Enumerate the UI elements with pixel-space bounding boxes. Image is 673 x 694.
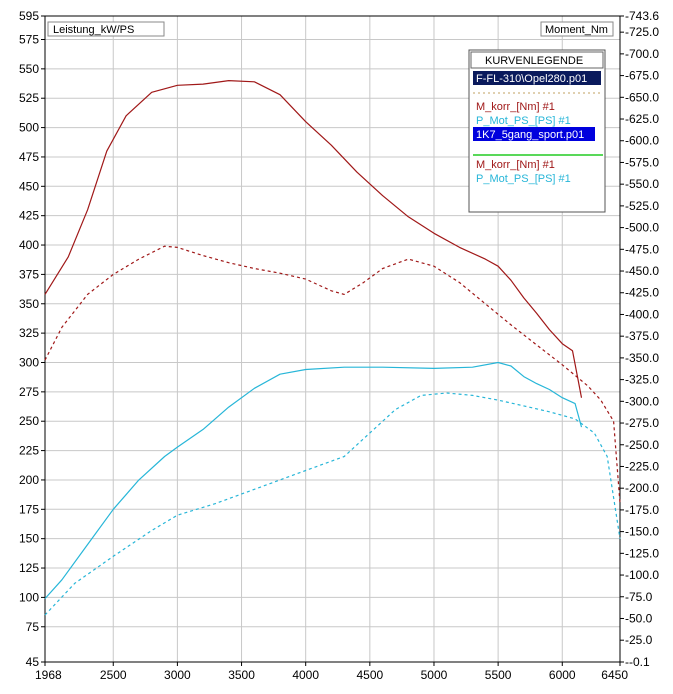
left-axis-label-box: Leistung_kW/PS	[47, 21, 165, 37]
x-tick-label: 3500	[228, 668, 255, 682]
left-tick-label: 425	[19, 209, 39, 223]
series-line-1	[44, 245, 621, 504]
left-tick-label: 595	[19, 9, 39, 23]
right-tick-label: -650.0	[625, 90, 659, 104]
right-tick-label: -625.0	[625, 112, 659, 126]
legend-file1-label: F-FL-310\Opel280.p01	[476, 73, 587, 85]
right-tick-label: -175.0	[625, 503, 659, 517]
right-tick-label: -425.0	[625, 286, 659, 300]
series-layer	[44, 80, 621, 616]
left-tick-label: 250	[19, 414, 39, 428]
right-axis-label: Moment_Nm	[545, 24, 608, 36]
right-tick-label: -475.0	[625, 242, 659, 256]
right-tick-label: -450.0	[625, 264, 659, 278]
x-tick-label: 4000	[292, 668, 319, 682]
left-tick-label: 575	[19, 32, 39, 46]
left-tick-label: 150	[19, 532, 39, 546]
right-tick-label: -325.0	[625, 373, 659, 387]
legend-file1-highlight	[473, 71, 601, 85]
legend-item-2a: M_korr_[Nm] #1	[476, 159, 555, 171]
right-tick-label: -250.0	[625, 438, 659, 452]
legend-item-1a: M_korr_[Nm] #1	[476, 101, 555, 113]
x-tick-label: 5500	[485, 668, 512, 682]
right-tick-label: -200.0	[625, 481, 659, 495]
left-tick-label: 325	[19, 326, 39, 340]
left-tick-label: 475	[19, 150, 39, 164]
left-tick-label: 400	[19, 238, 39, 252]
right-tick-label: -743.6	[625, 9, 659, 23]
right-tick-label: -100.0	[625, 568, 659, 582]
left-axis-label: Leistung_kW/PS	[53, 24, 134, 36]
right-tick-label: -525.0	[625, 199, 659, 213]
left-tick-label: 125	[19, 561, 39, 575]
right-tick-label: -550.0	[625, 177, 659, 191]
x-tick-label: 1968	[35, 668, 62, 682]
legend-file2-label: 1K7_5gang_sport.p01	[476, 129, 584, 141]
right-tick-label: -675.0	[625, 69, 659, 83]
left-tick-label: 375	[19, 267, 39, 281]
right-tick-label: -225.0	[625, 459, 659, 473]
legend-item-2b: P_Mot_PS_[PS] #1	[476, 173, 571, 185]
plot-frame	[44, 15, 621, 663]
right-tick-label: -375.0	[625, 329, 659, 343]
right-tick-label: -75.0	[625, 590, 653, 604]
right-tick-label: -725.0	[625, 25, 659, 39]
right-tick-label: -400.0	[625, 307, 659, 321]
left-tick-label: 175	[19, 502, 39, 516]
x-tick-label: 4500	[356, 668, 383, 682]
x-tick-label: 6000	[549, 668, 576, 682]
right-tick-label: -50.0	[625, 611, 653, 625]
right-axis-label-box: Moment_Nm	[540, 21, 614, 37]
x-tick-label: 2500	[100, 668, 127, 682]
right-tick-label: -500.0	[625, 221, 659, 235]
left-tick-label: 350	[19, 297, 39, 311]
left-tick-label: 100	[19, 590, 39, 604]
right-tick-label: --0.1	[625, 655, 650, 669]
left-tick-label: 75	[26, 620, 40, 634]
left-tick-label: 500	[19, 121, 39, 135]
series-line-2	[44, 361, 583, 600]
legend: KURVENLEGENDE F-FL-310\Opel280.p01 M_kor…	[468, 49, 606, 213]
x-tick-label: 3000	[164, 668, 191, 682]
right-tick-label: -125.0	[625, 546, 659, 560]
left-tick-label: 45	[26, 655, 40, 669]
right-tick-label: -575.0	[625, 155, 659, 169]
legend-title-box	[470, 51, 604, 69]
left-tick-label: 550	[19, 62, 39, 76]
left-tick-label: 300	[19, 355, 39, 369]
x-tick-label: 6450	[601, 668, 628, 682]
legend-file2-highlight	[473, 127, 595, 141]
series-line-3	[44, 392, 621, 616]
right-tick-label: -300.0	[625, 394, 659, 408]
legend-title: KURVENLEGENDE	[485, 55, 583, 67]
axes-layer: 1968 2500 3000 3500 4000 4500 5000 5500 6000 6450…	[19, 9, 659, 682]
left-tick-label: 525	[19, 91, 39, 105]
right-tick-label: -700.0	[625, 47, 659, 61]
right-tick-label: -600.0	[625, 134, 659, 148]
left-tick-label: 225	[19, 444, 39, 458]
right-tick-label: -350.0	[625, 351, 659, 365]
left-tick-label: 275	[19, 385, 39, 399]
left-tick-label: 450	[19, 179, 39, 193]
right-tick-label: -275.0	[625, 416, 659, 430]
series-line-0	[44, 80, 583, 398]
right-tick-label: -25.0	[625, 633, 653, 647]
left-tick-label: 200	[19, 473, 39, 487]
x-tick-label: 5000	[421, 668, 448, 682]
right-tick-label: -150.0	[625, 525, 659, 539]
legend-item-1b: P_Mot_PS_[PS] #1	[476, 115, 571, 127]
